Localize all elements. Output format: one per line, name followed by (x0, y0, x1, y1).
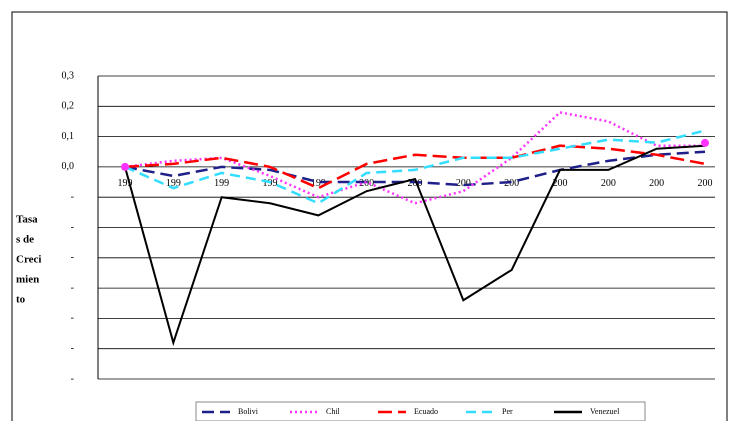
y-axis-label: to (16, 294, 26, 306)
y-tick-label: 0,0 (62, 161, 75, 172)
marker (701, 138, 709, 147)
y-axis-label: Creci (16, 254, 41, 266)
legend-label: Ecuado (414, 407, 438, 416)
x-tick-label: 200 (359, 178, 374, 189)
legend-label: Per (502, 407, 513, 416)
x-tick-label: 200 (456, 178, 471, 189)
y-tick-label: - (71, 282, 74, 293)
y-tick-label: 0,1 (62, 131, 75, 142)
x-tick-label: 199 (166, 178, 181, 189)
x-tick-label: 200 (553, 178, 568, 189)
x-tick-label: 199 (118, 178, 133, 189)
y-tick-label: - (71, 343, 74, 354)
x-tick-label: 200 (649, 178, 664, 189)
y-tick-label: - (71, 373, 74, 384)
legend-label: Venezuel (590, 407, 620, 416)
x-tick-label: 199 (214, 178, 229, 189)
marker (121, 162, 129, 171)
x-tick-label: 199 (263, 178, 278, 189)
legend-label: Chil (326, 407, 341, 416)
series-line (124, 144, 706, 190)
y-tick-label: - (71, 313, 74, 324)
chart-frame (11, 11, 728, 426)
x-tick-label: 200 (601, 178, 616, 189)
y-tick-label: 0,3 (62, 70, 75, 81)
x-tick-label: 200 (504, 178, 519, 189)
series-line (124, 144, 706, 347)
legend-label: Bolivi (238, 407, 259, 416)
y-tick-label: - (71, 222, 74, 233)
y-tick-label: - (71, 252, 74, 263)
y-axis-label: Tasa (16, 214, 38, 226)
y-tick-label: - (71, 191, 74, 202)
series-line (124, 129, 706, 205)
x-tick-label: 199 (311, 178, 326, 189)
y-axis-label: s de (16, 234, 34, 246)
x-tick-label: 200 (408, 178, 423, 189)
series-line (124, 150, 706, 187)
y-tick-label: 0,2 (62, 101, 75, 112)
y-axis-label: mien (16, 274, 39, 286)
x-tick-label: 200 (698, 178, 713, 189)
